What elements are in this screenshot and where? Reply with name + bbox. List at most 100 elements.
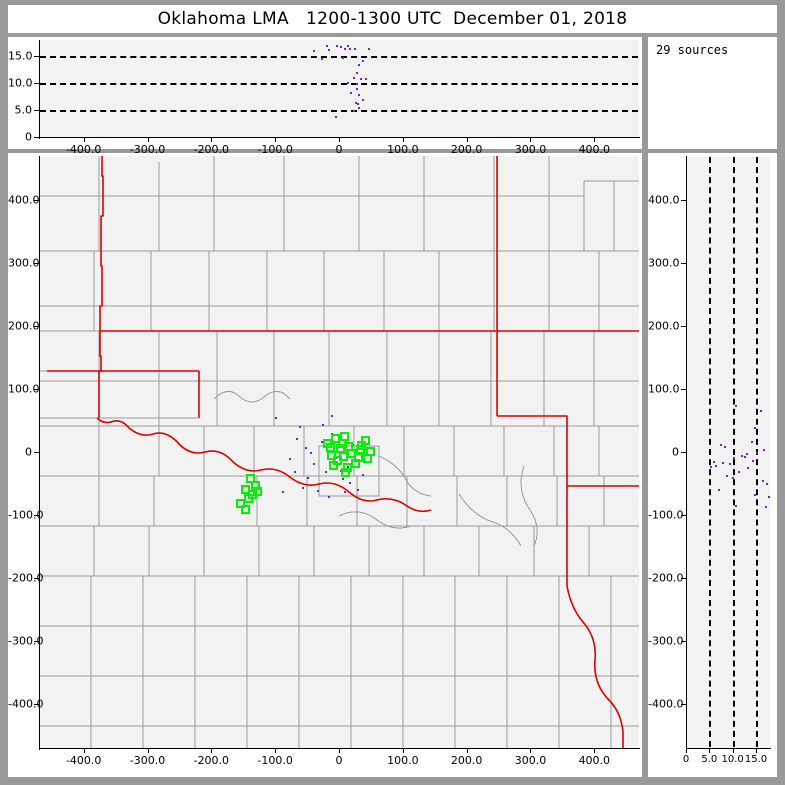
y-axis-tick [34,137,39,138]
source-point [354,101,357,104]
y-axis-tick [681,640,686,642]
gridline [40,83,638,86]
source-point [726,474,729,477]
source-point [356,83,359,86]
source-point [299,425,302,428]
source-point [275,417,278,420]
x-axis-tick [466,748,468,753]
y-axis-tick-label: 0 [25,130,32,144]
station-marker[interactable] [240,505,250,515]
source-point [729,463,732,466]
time-height-plot-area[interactable] [39,40,639,137]
y-axis-tick-label: 300.0 [8,256,40,270]
source-point [361,474,364,477]
source-point [281,491,284,494]
x-axis-tick-label: -100.0 [257,143,293,156]
y-axis-tick-label: -200.0 [648,571,684,585]
source-point [764,506,767,509]
station-marker[interactable] [235,499,245,509]
y-axis-tick [681,389,686,391]
station-marker[interactable] [351,458,361,468]
source-point [358,63,361,66]
x-axis-tick [147,748,149,753]
x-axis-tick [594,137,596,142]
station-marker[interactable] [363,453,373,463]
x-axis-tick-label: 200.0 [450,754,483,767]
x-axis-tick-label: 400.0 [578,143,611,156]
station-marker[interactable] [243,494,253,504]
source-point [756,452,759,454]
x-axis-tick [402,137,404,142]
source-point [346,45,349,48]
station-marker[interactable] [333,456,343,466]
x-axis-tick-label: 0 [682,754,690,765]
source-point [360,77,363,80]
source-point [713,460,716,463]
gridline [40,110,638,113]
source-point [346,465,349,468]
y-axis-tick-label: -400.0 [8,697,44,711]
x-axis-tick-label: 400.0 [578,754,611,767]
station-marker[interactable] [252,487,262,497]
source-point [761,479,764,482]
source-point [327,48,330,51]
source-point [714,464,717,467]
source-point [331,415,334,418]
station-marker[interactable] [335,443,345,453]
y-axis-tick-label: 400.0 [648,193,680,207]
x-axis-tick [211,748,213,753]
y-axis-tick-label: 0 [25,445,32,459]
source-point [723,445,726,448]
station-marker[interactable] [240,484,250,494]
station-marker[interactable] [245,473,255,483]
x-axis-tick-label: 100.0 [387,754,419,767]
x-axis-tick-label: -300.0 [129,754,166,767]
station-marker[interactable] [347,448,357,458]
y-axis-tick [34,452,39,453]
x-axis-tick-label: 100.0 [387,143,419,156]
source-point [309,452,312,454]
y-axis-tick [681,200,686,202]
source-point [346,82,349,85]
source-point [361,60,364,63]
source-point [304,446,307,449]
source-point [735,404,737,407]
source-point [356,71,359,74]
time-height-panel: -400.0 -300.0 -200.0 -100.0 0 100.0 200.0 300.0… [8,37,642,156]
y-axis-tick-label: 0 [672,445,679,459]
y-axis-tick [34,83,39,85]
source-point [734,504,737,507]
y-axis-tick [681,263,686,265]
station-marker[interactable] [357,441,367,451]
station-marker[interactable] [326,450,336,460]
y-axis-tick [681,514,686,516]
x-axis-tick [339,137,340,142]
map-geography [39,156,639,748]
source-point [752,459,755,462]
station-marker[interactable] [340,467,350,477]
y-axis-tick-label: 200.0 [648,319,680,333]
y-axis-tick-label: -400.0 [648,697,684,711]
page-title: Oklahoma LMA 1200-1300 UTC December 01, … [157,9,628,29]
east-west-profile-panel: 0 5.0 10.0 15.0 -400.0 -300.0 -200.0 -100.0 0 100… [648,153,777,777]
station-marker[interactable] [337,438,347,448]
y-axis-tick [681,326,686,328]
x-axis-tick [83,137,85,142]
source-point [732,477,735,480]
plan-view-map-panel: -400.0 -300.0 -200.0 -100.0 0 100.0 200.0 300.0… [8,153,642,777]
source-point [322,424,325,427]
source-point [341,478,344,481]
source-point [753,426,756,429]
station-marker[interactable] [323,438,332,448]
station-marker[interactable] [331,433,341,443]
source-point [746,453,749,456]
y-axis-tick [34,389,39,391]
x-axis-tick [466,137,468,142]
source-point [344,491,347,494]
source-point [294,470,297,473]
source-point [340,46,343,49]
source-point [353,77,356,80]
source-point [768,496,771,499]
source-point [722,462,725,465]
x-axis-tick-label: 10.0 [721,754,744,765]
